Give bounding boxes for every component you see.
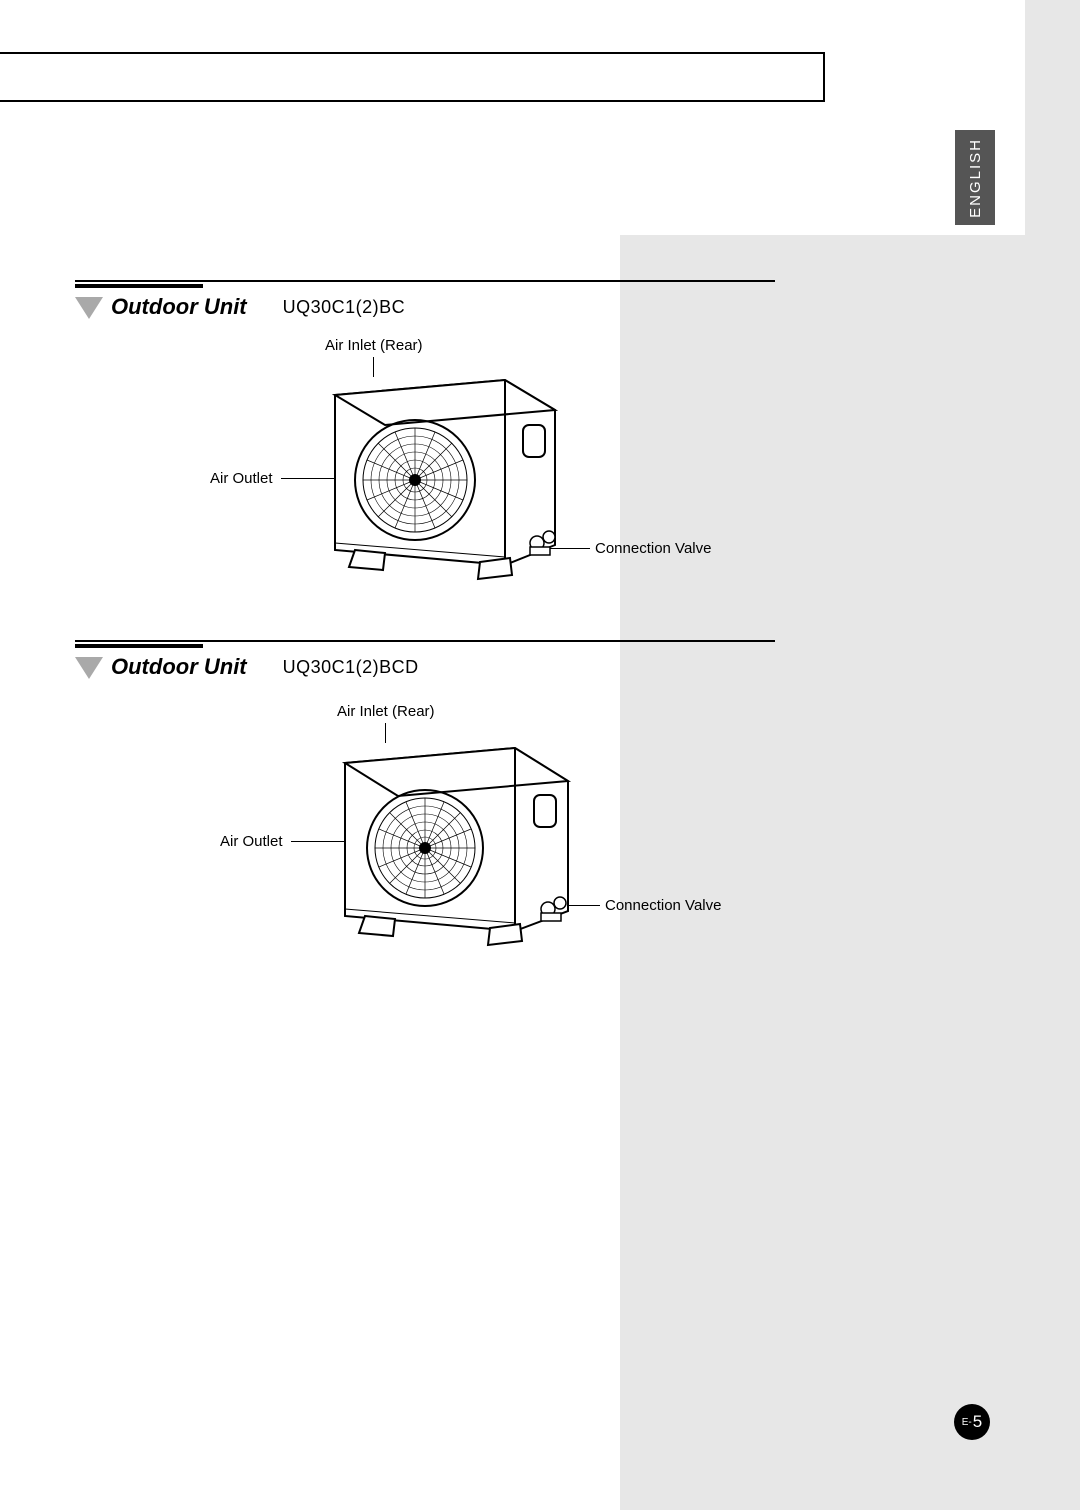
triangle-icon: [75, 657, 103, 679]
outdoor-unit-illustration: [310, 733, 600, 973]
page-number-badge: E-5: [954, 1404, 990, 1440]
section-underline: [75, 644, 203, 648]
label-connection-valve: Connection Valve: [595, 540, 711, 557]
section-outdoor-unit-1: Outdoor Unit UQ30C1(2)BC Air Inlet (Rear…: [75, 280, 775, 615]
diagram-2: Air Inlet (Rear) Air Outlet Connection V…: [75, 695, 775, 975]
label-connection-valve: Connection Valve: [605, 897, 721, 914]
section-model: UQ30C1(2)BC: [283, 297, 406, 318]
section-divider: [75, 640, 775, 642]
page-number: 5: [973, 1412, 982, 1432]
section-underline: [75, 284, 203, 288]
section-model: UQ30C1(2)BCD: [283, 657, 419, 678]
label-air-inlet: Air Inlet (Rear): [337, 703, 435, 720]
section-title: Outdoor Unit: [111, 654, 247, 680]
language-tab: ENGLISH: [955, 130, 995, 225]
page-number-prefix: E-: [962, 1417, 972, 1428]
label-air-outlet: Air Outlet: [210, 470, 273, 487]
content-top-bg: [0, 0, 1025, 235]
outdoor-unit-illustration: [305, 365, 585, 605]
label-air-outlet: Air Outlet: [220, 833, 283, 850]
language-tab-label: ENGLISH: [967, 138, 984, 218]
section-outdoor-unit-2: Outdoor Unit UQ30C1(2)BCD Air Inlet (Rea…: [75, 640, 775, 975]
section-header: Outdoor Unit UQ30C1(2)BCD: [75, 654, 775, 680]
diagram-1: Air Inlet (Rear) Air Outlet Connection V…: [75, 335, 775, 615]
top-frame-box: [0, 52, 825, 102]
section-header: Outdoor Unit UQ30C1(2)BC: [75, 294, 775, 320]
label-air-inlet: Air Inlet (Rear): [325, 337, 423, 354]
section-title: Outdoor Unit: [111, 294, 247, 320]
section-divider: [75, 280, 775, 282]
triangle-icon: [75, 297, 103, 319]
